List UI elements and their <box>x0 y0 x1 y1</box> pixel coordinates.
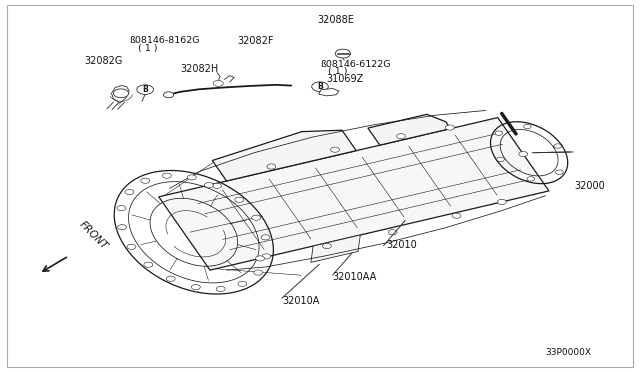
Circle shape <box>312 82 328 92</box>
Text: B: B <box>142 85 148 94</box>
Text: 32010A: 32010A <box>282 296 319 306</box>
Circle shape <box>495 131 502 135</box>
Polygon shape <box>368 114 451 145</box>
Text: ( 1 ): ( 1 ) <box>328 67 348 77</box>
Circle shape <box>252 215 260 220</box>
Text: ß08146-6122G: ß08146-6122G <box>320 60 390 69</box>
Circle shape <box>163 173 172 178</box>
Circle shape <box>113 89 129 98</box>
Circle shape <box>397 134 406 139</box>
Circle shape <box>238 281 247 286</box>
Circle shape <box>388 230 397 235</box>
Circle shape <box>335 49 351 58</box>
Circle shape <box>497 157 504 161</box>
Polygon shape <box>111 86 129 103</box>
Circle shape <box>452 213 461 218</box>
Text: 32010: 32010 <box>387 240 417 250</box>
Circle shape <box>255 256 264 261</box>
Circle shape <box>166 276 175 281</box>
Circle shape <box>164 92 173 98</box>
Circle shape <box>144 262 153 267</box>
Text: 32082H: 32082H <box>180 64 218 74</box>
Polygon shape <box>319 89 339 96</box>
Circle shape <box>524 124 531 129</box>
Circle shape <box>204 183 213 188</box>
Circle shape <box>497 199 506 205</box>
Text: 32082G: 32082G <box>84 56 123 66</box>
Polygon shape <box>311 235 360 262</box>
Circle shape <box>261 235 270 240</box>
Circle shape <box>188 175 196 180</box>
Circle shape <box>141 178 150 183</box>
Text: 33P0000X: 33P0000X <box>546 348 592 357</box>
Circle shape <box>519 151 528 157</box>
Circle shape <box>213 80 223 86</box>
Circle shape <box>216 286 225 291</box>
Circle shape <box>212 183 221 188</box>
Text: 32088E: 32088E <box>317 15 354 25</box>
Text: FRONT: FRONT <box>77 219 109 251</box>
Text: 32010AA: 32010AA <box>333 272 377 282</box>
Text: ß08146-8162G: ß08146-8162G <box>129 36 200 45</box>
Text: 31069Z: 31069Z <box>326 74 364 84</box>
Circle shape <box>137 85 154 94</box>
Polygon shape <box>159 118 549 270</box>
Circle shape <box>554 144 561 148</box>
Circle shape <box>191 285 200 290</box>
Circle shape <box>118 225 127 230</box>
Text: B: B <box>317 82 323 91</box>
Circle shape <box>527 177 534 181</box>
Circle shape <box>323 243 332 248</box>
Circle shape <box>235 197 244 202</box>
Circle shape <box>117 206 126 211</box>
Circle shape <box>330 147 339 152</box>
Polygon shape <box>212 130 356 181</box>
Circle shape <box>253 270 262 275</box>
Text: 32082F: 32082F <box>237 36 274 46</box>
Circle shape <box>125 189 134 195</box>
Circle shape <box>262 254 271 259</box>
Circle shape <box>445 125 454 130</box>
Circle shape <box>267 164 276 169</box>
Text: 32000: 32000 <box>574 181 605 191</box>
Text: ( 1 ): ( 1 ) <box>138 44 157 52</box>
Circle shape <box>556 170 563 174</box>
Circle shape <box>127 244 136 249</box>
